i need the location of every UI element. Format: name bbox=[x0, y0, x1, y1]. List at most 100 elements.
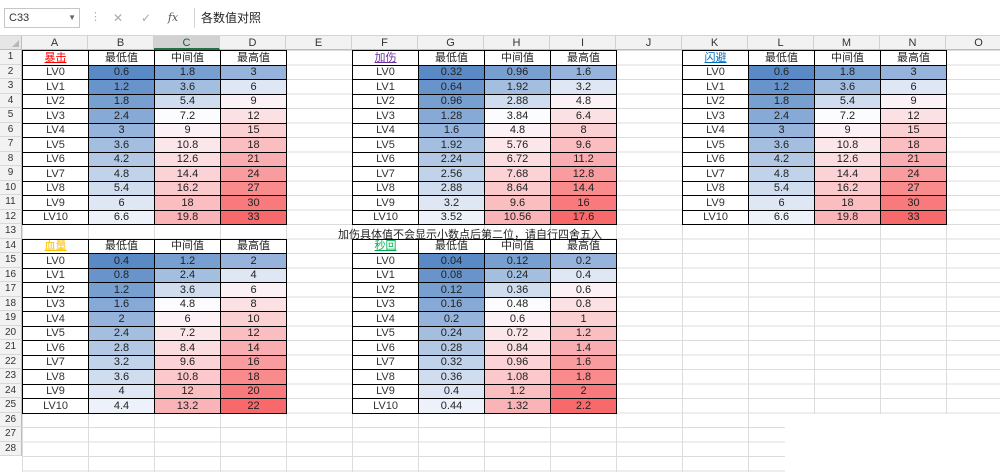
value-cell-max[interactable]: 21 bbox=[220, 151, 287, 167]
row-header-6[interactable]: 6 bbox=[0, 122, 22, 137]
level-label[interactable]: LV6 bbox=[352, 340, 419, 356]
table-title[interactable]: 暴击 bbox=[22, 50, 89, 66]
value-cell-mid[interactable]: 5.4 bbox=[154, 93, 221, 109]
value-cell-max[interactable]: 33 bbox=[220, 209, 287, 225]
column-header-B[interactable]: B bbox=[88, 36, 154, 50]
value-cell-max[interactable]: 27 bbox=[880, 180, 947, 196]
value-cell-mid[interactable]: 14.4 bbox=[814, 166, 881, 182]
column-header-H[interactable]: H bbox=[484, 36, 550, 50]
level-label[interactable]: LV2 bbox=[22, 93, 89, 109]
value-cell-mid[interactable]: 0.24 bbox=[484, 267, 551, 283]
column-header-F[interactable]: F bbox=[352, 36, 418, 50]
value-cell-mid[interactable]: 3.84 bbox=[484, 108, 551, 124]
row-header-8[interactable]: 8 bbox=[0, 151, 22, 166]
value-cell-max[interactable]: 30 bbox=[220, 195, 287, 211]
table-title[interactable]: 闪避 bbox=[682, 50, 749, 66]
level-label[interactable]: LV0 bbox=[682, 64, 749, 80]
value-cell-min[interactable]: 3.6 bbox=[88, 369, 155, 385]
value-cell-min[interactable]: 4 bbox=[88, 383, 155, 399]
value-cell-min[interactable]: 2.24 bbox=[418, 151, 485, 167]
row-header-26[interactable]: 26 bbox=[0, 412, 22, 427]
value-cell-max[interactable]: 10 bbox=[220, 311, 287, 327]
level-label[interactable]: LV5 bbox=[22, 137, 89, 153]
value-cell-max[interactable]: 14 bbox=[220, 340, 287, 356]
value-cell-mid[interactable]: 18 bbox=[814, 195, 881, 211]
value-cell-max[interactable]: 3 bbox=[220, 64, 287, 80]
level-label[interactable]: LV3 bbox=[22, 296, 89, 312]
value-cell-min[interactable]: 3.2 bbox=[418, 195, 485, 211]
level-label[interactable]: LV4 bbox=[352, 122, 419, 138]
value-cell-max[interactable]: 4.8 bbox=[550, 93, 617, 109]
value-cell-mid[interactable]: 1.2 bbox=[154, 253, 221, 269]
value-cell-mid[interactable]: 7.2 bbox=[814, 108, 881, 124]
level-label[interactable]: LV4 bbox=[22, 311, 89, 327]
value-cell-mid[interactable]: 1.8 bbox=[154, 64, 221, 80]
row-header-22[interactable]: 22 bbox=[0, 354, 22, 369]
value-cell-min[interactable]: 1.92 bbox=[418, 137, 485, 153]
value-cell-max[interactable]: 6.4 bbox=[550, 108, 617, 124]
value-cell-mid[interactable]: 8.4 bbox=[154, 340, 221, 356]
value-cell-max[interactable]: 1.2 bbox=[550, 325, 617, 341]
column-label-mid[interactable]: 中间值 bbox=[814, 50, 881, 66]
value-cell-mid[interactable]: 3.6 bbox=[154, 282, 221, 298]
value-cell-min[interactable]: 1.28 bbox=[418, 108, 485, 124]
row-header-4[interactable]: 4 bbox=[0, 93, 22, 108]
value-cell-max[interactable]: 15 bbox=[880, 122, 947, 138]
value-cell-mid[interactable]: 10.56 bbox=[484, 209, 551, 225]
value-cell-max[interactable]: 1.8 bbox=[550, 369, 617, 385]
value-cell-min[interactable]: 4.8 bbox=[748, 166, 815, 182]
row-header-27[interactable]: 27 bbox=[0, 427, 22, 442]
value-cell-min[interactable]: 2.88 bbox=[418, 180, 485, 196]
value-cell-mid[interactable]: 1.08 bbox=[484, 369, 551, 385]
level-label[interactable]: LV7 bbox=[352, 166, 419, 182]
value-cell-min[interactable]: 2.4 bbox=[88, 108, 155, 124]
level-label[interactable]: LV3 bbox=[352, 296, 419, 312]
value-cell-max[interactable]: 24 bbox=[880, 166, 947, 182]
row-header-25[interactable]: 25 bbox=[0, 398, 22, 413]
value-cell-max[interactable]: 17.6 bbox=[550, 209, 617, 225]
value-cell-min[interactable]: 1.2 bbox=[88, 79, 155, 95]
value-cell-mid[interactable]: 7.2 bbox=[154, 325, 221, 341]
value-cell-mid[interactable]: 1.8 bbox=[814, 64, 881, 80]
value-cell-mid[interactable]: 6 bbox=[154, 311, 221, 327]
column-header-M[interactable]: M bbox=[814, 36, 880, 50]
value-cell-mid[interactable]: 4.8 bbox=[154, 296, 221, 312]
row-header-13[interactable]: 13 bbox=[0, 224, 22, 239]
value-cell-mid[interactable]: 0.48 bbox=[484, 296, 551, 312]
cancel-icon[interactable]: ✕ bbox=[112, 11, 124, 25]
value-cell-max[interactable]: 18 bbox=[880, 137, 947, 153]
column-header-G[interactable]: G bbox=[418, 36, 484, 50]
insert-function-icon[interactable]: fx bbox=[167, 11, 179, 24]
value-cell-mid[interactable]: 18 bbox=[154, 195, 221, 211]
level-label[interactable]: LV8 bbox=[352, 180, 419, 196]
value-cell-min[interactable]: 3.2 bbox=[88, 354, 155, 370]
value-cell-max[interactable]: 3.2 bbox=[550, 79, 617, 95]
column-label-max[interactable]: 最高值 bbox=[550, 238, 617, 254]
value-cell-min[interactable]: 0.4 bbox=[88, 253, 155, 269]
value-cell-mid[interactable]: 13.2 bbox=[154, 398, 221, 414]
row-header-7[interactable]: 7 bbox=[0, 137, 22, 152]
value-cell-mid[interactable]: 1.92 bbox=[484, 79, 551, 95]
value-cell-min[interactable]: 3 bbox=[748, 122, 815, 138]
value-cell-min[interactable]: 2.4 bbox=[88, 325, 155, 341]
value-cell-max[interactable]: 15 bbox=[220, 122, 287, 138]
value-cell-max[interactable]: 6 bbox=[220, 79, 287, 95]
value-cell-max[interactable]: 1.6 bbox=[550, 64, 617, 80]
value-cell-max[interactable]: 12 bbox=[220, 108, 287, 124]
level-label[interactable]: LV10 bbox=[352, 209, 419, 225]
value-cell-mid[interactable]: 1.32 bbox=[484, 398, 551, 414]
level-label[interactable]: LV5 bbox=[352, 137, 419, 153]
level-label[interactable]: LV0 bbox=[22, 64, 89, 80]
column-label-max[interactable]: 最高值 bbox=[220, 238, 287, 254]
value-cell-min[interactable]: 0.96 bbox=[418, 93, 485, 109]
column-header-K[interactable]: K bbox=[682, 36, 748, 50]
level-label[interactable]: LV5 bbox=[682, 137, 749, 153]
row-header-24[interactable]: 24 bbox=[0, 383, 22, 398]
select-all-button[interactable] bbox=[0, 36, 22, 50]
row-header-21[interactable]: 21 bbox=[0, 340, 22, 355]
level-label[interactable]: LV3 bbox=[352, 108, 419, 124]
level-label[interactable]: LV7 bbox=[22, 354, 89, 370]
level-label[interactable]: LV0 bbox=[352, 253, 419, 269]
value-cell-mid[interactable]: 12.6 bbox=[154, 151, 221, 167]
value-cell-min[interactable]: 1.8 bbox=[748, 93, 815, 109]
